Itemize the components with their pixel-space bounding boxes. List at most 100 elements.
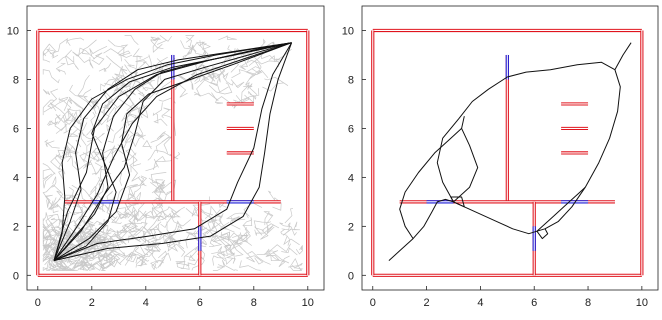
tree-branch (182, 44, 203, 59)
tree-branch (178, 74, 189, 98)
tree-branch (221, 57, 231, 66)
tree-branch (260, 51, 281, 61)
tree-branch (77, 74, 93, 109)
tree-branch (87, 132, 105, 142)
tree-branch (137, 90, 158, 102)
tree-branch (92, 148, 97, 154)
tree-branch (138, 97, 149, 119)
tree-branch (197, 196, 213, 216)
tree-branch (263, 250, 290, 264)
tree-branch (206, 217, 230, 235)
tree-branch (46, 237, 57, 248)
tree-branch (166, 233, 179, 252)
tree-branch (227, 238, 244, 249)
tree-branch (211, 92, 241, 104)
tree-branch (136, 133, 143, 137)
tree-branch (61, 220, 72, 235)
tree-branch (195, 214, 217, 239)
tree-branch (241, 60, 262, 74)
x-tick-label: 8 (251, 297, 257, 309)
tree-branch (216, 252, 229, 262)
tree-branch (88, 185, 97, 202)
x-tick-label: 2 (424, 297, 430, 309)
y-tick-label: 10 (342, 25, 354, 37)
tree-branch (84, 161, 103, 176)
tree-branch (135, 177, 145, 193)
tree-branch (147, 242, 154, 251)
tree-branch (266, 212, 274, 224)
tree-branch (113, 75, 126, 92)
tree-branch (150, 182, 161, 192)
tree-branch (130, 61, 147, 79)
tree-branch (136, 191, 142, 205)
tree-branch (111, 216, 122, 224)
tree-branch (217, 260, 238, 271)
tree-branch (124, 35, 139, 45)
tree-branch (65, 228, 87, 245)
tree-branch (242, 217, 253, 234)
tree-branch (175, 245, 199, 263)
tree-branch (49, 38, 68, 55)
tree-branch (62, 115, 77, 125)
tree-branch (121, 152, 137, 162)
tree-branch (124, 222, 142, 233)
tree-branch (54, 153, 66, 175)
tree-branch (87, 254, 106, 262)
tree-branch (142, 80, 156, 90)
tree-branch (221, 236, 244, 257)
tree-branch (191, 254, 205, 271)
tree-branch (284, 208, 293, 224)
tree-branch (101, 230, 114, 247)
tree-branch (42, 89, 51, 96)
path-line (53, 42, 293, 262)
tree-branch (55, 62, 67, 75)
tree-branch (214, 98, 223, 105)
tree-branch (243, 81, 253, 90)
tree-branch (130, 242, 150, 262)
tree-branch (186, 37, 197, 52)
tree-branch (44, 139, 60, 149)
tree-branch (103, 92, 118, 107)
tree-branch (42, 69, 60, 84)
tree-branch (68, 128, 79, 138)
path-line (399, 128, 462, 239)
tree-branch (233, 48, 243, 57)
tree-branch (126, 86, 136, 96)
tree-branch (225, 212, 250, 219)
tree-branch (147, 149, 179, 161)
path-line (53, 42, 292, 261)
tree-branch (118, 252, 137, 266)
tree-branch (238, 231, 253, 246)
tree-branch (78, 95, 97, 110)
tree-branch (162, 225, 180, 244)
tree-branch (93, 237, 134, 246)
tree-branch (190, 69, 198, 78)
tree-branch (132, 48, 143, 58)
maze-doors (426, 54, 589, 251)
tree-branch (249, 250, 271, 265)
tree-branch (230, 79, 245, 89)
tree-branch (42, 224, 52, 239)
tree-branch (235, 95, 255, 104)
tree-branch (245, 69, 269, 85)
tree-branch (299, 245, 303, 251)
tree-branch (176, 258, 199, 270)
tree-branch (254, 224, 274, 236)
tree-branch (108, 248, 126, 257)
tree-branch (116, 230, 127, 245)
tree-branch (229, 218, 246, 230)
tree-branch (42, 184, 62, 208)
tree-branch (241, 50, 253, 59)
y-tick-label: 0 (13, 270, 19, 282)
y-tick-label: 4 (348, 172, 354, 184)
tree-branch (46, 228, 65, 243)
left-panel: 0 2 4 6 8 10 0 2 4 6 8 10 (7, 5, 325, 309)
tree-branch (185, 35, 195, 43)
tree-branch (107, 126, 124, 143)
tree-branch (155, 190, 174, 202)
tree-branch (116, 207, 127, 219)
tree-branch (224, 245, 236, 264)
tree-branch (193, 232, 201, 238)
tree-branch (42, 163, 56, 175)
